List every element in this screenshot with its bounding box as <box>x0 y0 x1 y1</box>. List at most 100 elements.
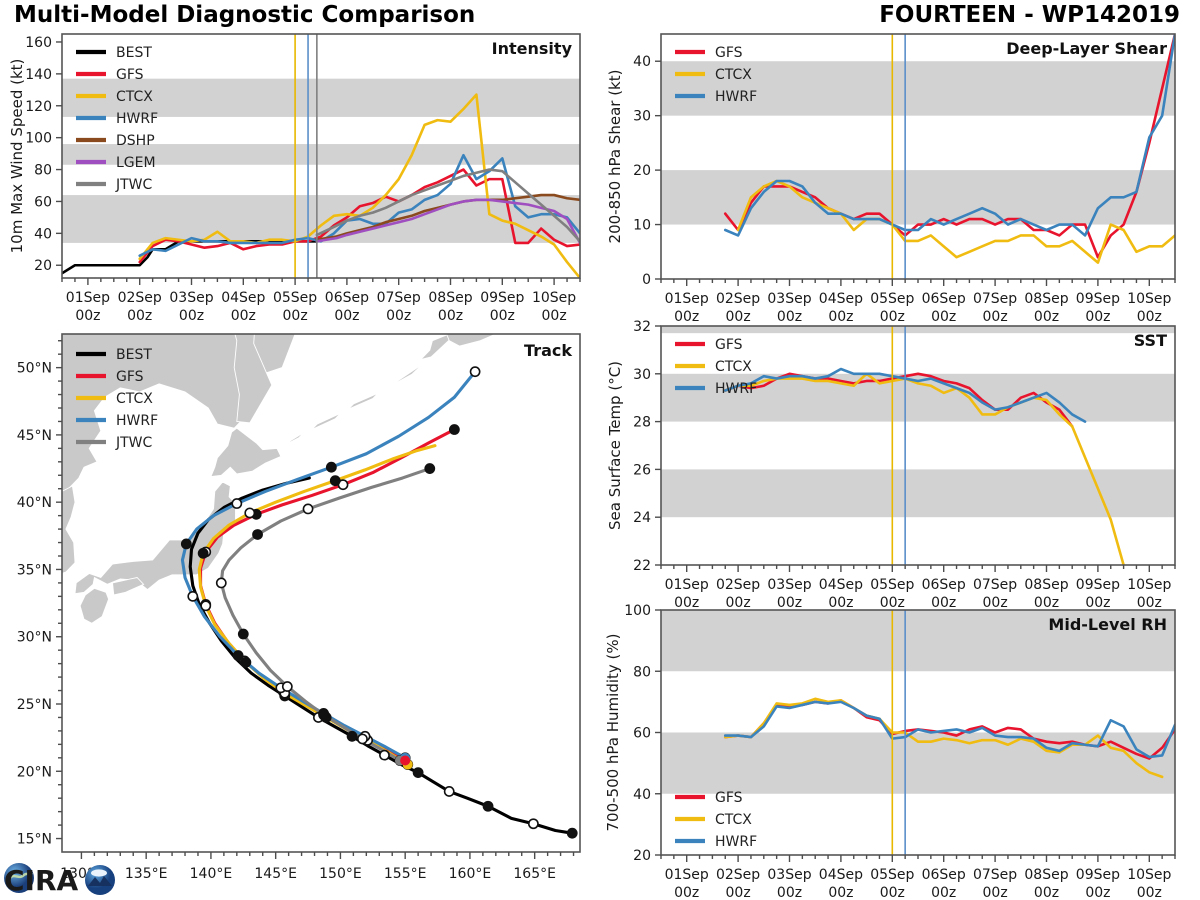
svg-text:05Sep: 05Sep <box>870 867 914 883</box>
svg-text:08Sep: 08Sep <box>1024 577 1068 593</box>
legend-label-gfs: GFS <box>715 790 743 806</box>
svg-text:00z: 00z <box>828 595 853 610</box>
track-marker <box>215 577 227 589</box>
panel-title-rh: Mid-Level RH <box>1048 615 1167 634</box>
svg-text:00z: 00z <box>726 595 751 610</box>
legend-label-hwrf: HWRF <box>116 413 158 429</box>
svg-text:00z: 00z <box>726 309 751 324</box>
svg-text:60: 60 <box>34 194 52 210</box>
svg-text:26: 26 <box>633 462 651 478</box>
svg-text:00z: 00z <box>1085 885 1110 900</box>
svg-text:135°E: 135°E <box>125 866 168 882</box>
svg-text:02Sep: 02Sep <box>716 867 760 883</box>
svg-text:80: 80 <box>34 163 52 179</box>
svg-text:00z: 00z <box>1137 309 1162 324</box>
legend-label-hwrf: HWRF <box>715 381 757 397</box>
axis-label-y: 700-500 hPa Humidity (%) <box>604 633 622 831</box>
legend-label-jtwc: JTWC <box>115 435 153 451</box>
series-hwrf <box>723 34 1175 237</box>
svg-text:00z: 00z <box>983 885 1008 900</box>
sst-panel: 22 24 26 28 30 32 01Sep 00z 02Sep 00z 03Sep 00z 04Se… <box>600 320 1200 610</box>
svg-text:80: 80 <box>633 664 651 680</box>
svg-text:00z: 00z <box>983 595 1008 610</box>
svg-text:00z: 00z <box>983 309 1008 324</box>
track-marker <box>197 547 209 559</box>
svg-text:150°E: 150°E <box>319 866 362 882</box>
svg-text:140: 140 <box>25 67 52 83</box>
panel-title-track: Track <box>524 341 572 360</box>
track-marker <box>281 681 293 692</box>
svg-text:04Sep: 04Sep <box>819 867 863 883</box>
svg-text:01Sep: 01Sep <box>665 291 709 307</box>
series-ctcx <box>736 179 1175 264</box>
svg-text:00z: 00z <box>828 309 853 324</box>
svg-text:02Sep: 02Sep <box>716 291 760 307</box>
track-marker <box>448 424 460 435</box>
svg-text:28: 28 <box>633 415 651 431</box>
legend-label-hwrf: HWRF <box>715 89 757 105</box>
track-marker <box>240 656 252 668</box>
svg-text:22: 22 <box>633 558 651 574</box>
track-marker <box>357 733 368 745</box>
svg-text:20°N: 20°N <box>17 764 52 780</box>
track-marker <box>527 818 539 830</box>
track-marker <box>302 503 314 515</box>
svg-text:120: 120 <box>25 99 52 115</box>
svg-text:05Sep: 05Sep <box>870 291 914 307</box>
svg-text:00z: 00z <box>880 595 905 610</box>
svg-text:00z: 00z <box>1137 595 1162 610</box>
svg-text:09Sep: 09Sep <box>1076 291 1120 307</box>
svg-text:04Sep: 04Sep <box>819 291 863 307</box>
svg-text:00z: 00z <box>231 308 256 324</box>
svg-text:06Sep: 06Sep <box>922 291 966 307</box>
svg-text:01Sep: 01Sep <box>665 867 709 883</box>
track-marker <box>329 475 341 487</box>
svg-text:09Sep: 09Sep <box>1076 577 1120 593</box>
track-marker <box>244 507 256 519</box>
track-marker <box>443 786 455 797</box>
svg-text:05Sep: 05Sep <box>273 290 317 306</box>
svg-text:00z: 00z <box>674 595 699 610</box>
intensity-panel: 20 40 60 80 100 120 140 160 01Sep 00z 02Sep 00z 03Se… <box>0 24 600 324</box>
svg-text:60: 60 <box>633 726 651 742</box>
legend-label-dshp: DSHP <box>116 133 155 149</box>
svg-text:50°N: 50°N <box>17 361 52 377</box>
svg-text:20: 20 <box>633 848 651 864</box>
svg-text:40: 40 <box>633 54 651 70</box>
svg-text:00z: 00z <box>1034 595 1059 610</box>
svg-text:00z: 00z <box>1034 885 1059 900</box>
legend-label-ctcx: CTCX <box>715 359 752 375</box>
globe-icon <box>4 863 34 893</box>
svg-text:00z: 00z <box>931 309 956 324</box>
svg-text:00z: 00z <box>931 595 956 610</box>
svg-text:40: 40 <box>34 226 52 242</box>
svg-text:160: 160 <box>25 35 52 51</box>
svg-text:01Sep: 01Sep <box>66 290 110 306</box>
svg-text:40°N: 40°N <box>17 495 52 511</box>
track-marker <box>566 827 578 839</box>
track-marker <box>232 650 244 661</box>
svg-text:00z: 00z <box>386 308 411 324</box>
legend-label-ctcx: CTCX <box>116 89 153 105</box>
legend-label-lgem: LGEM <box>116 155 156 171</box>
svg-text:00z: 00z <box>1085 595 1110 610</box>
svg-text:00z: 00z <box>1034 309 1059 324</box>
svg-text:24: 24 <box>633 510 651 526</box>
svg-text:07Sep: 07Sep <box>973 291 1017 307</box>
svg-text:25°N: 25°N <box>17 697 52 713</box>
svg-text:00z: 00z <box>334 308 359 324</box>
svg-text:10Sep: 10Sep <box>1127 577 1171 593</box>
legend-label-ctcx: CTCX <box>715 812 752 828</box>
track-marker <box>200 600 212 612</box>
svg-text:08Sep: 08Sep <box>1024 291 1068 307</box>
svg-text:10Sep: 10Sep <box>532 290 576 306</box>
svg-text:00z: 00z <box>127 308 152 324</box>
svg-text:00z: 00z <box>438 308 463 324</box>
svg-text:100: 100 <box>624 604 651 619</box>
svg-text:165°E: 165°E <box>513 866 556 882</box>
track-marker <box>237 628 249 640</box>
legend-label-ctcx: CTCX <box>715 67 752 83</box>
shear-panel: 0 10 20 30 40 01Sep 00z 02Sep 00z 03Sep 00z 04Sep 00… <box>600 24 1200 324</box>
svg-text:04Sep: 04Sep <box>819 577 863 593</box>
cira-wordmark: CIRA <box>4 864 79 897</box>
